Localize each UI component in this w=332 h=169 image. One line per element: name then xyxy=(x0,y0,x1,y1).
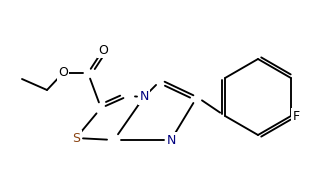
Text: N: N xyxy=(139,91,149,103)
Text: S: S xyxy=(72,131,80,144)
Text: O: O xyxy=(58,66,68,79)
Text: F: F xyxy=(292,110,299,123)
Text: N: N xyxy=(166,134,176,147)
Text: O: O xyxy=(98,43,108,56)
